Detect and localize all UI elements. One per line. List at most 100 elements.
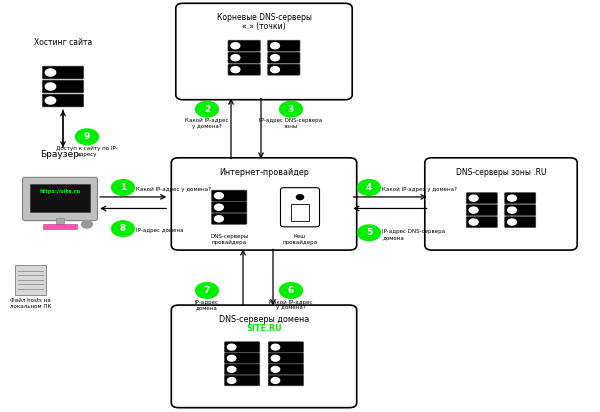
Text: Хостинг сайта: Хостинг сайта [34, 38, 92, 47]
Circle shape [231, 43, 240, 49]
FancyBboxPatch shape [228, 64, 260, 75]
Circle shape [227, 344, 236, 350]
FancyBboxPatch shape [224, 353, 260, 364]
FancyBboxPatch shape [466, 217, 497, 227]
FancyBboxPatch shape [176, 3, 352, 100]
FancyBboxPatch shape [268, 64, 300, 75]
Text: «.» (точки): «.» (точки) [242, 22, 286, 31]
Circle shape [196, 101, 218, 117]
Text: Интернет-провайдер: Интернет-провайдер [219, 168, 309, 177]
FancyBboxPatch shape [268, 40, 300, 52]
FancyBboxPatch shape [15, 265, 46, 295]
Text: Файл hosts на
локальном ПК: Файл hosts на локальном ПК [10, 298, 51, 309]
Text: IP-адрес DNS-сервера
зоны: IP-адрес DNS-сервера зоны [259, 118, 323, 129]
Circle shape [76, 129, 98, 145]
Circle shape [469, 219, 478, 225]
Text: 9: 9 [84, 132, 90, 141]
Circle shape [271, 344, 280, 350]
FancyBboxPatch shape [42, 94, 84, 107]
Circle shape [112, 221, 134, 236]
Text: Какой IP-адрес
у домена?: Какой IP-адрес у домена? [185, 118, 229, 129]
Circle shape [46, 69, 56, 76]
Circle shape [112, 180, 134, 195]
Circle shape [271, 355, 280, 361]
Circle shape [215, 204, 223, 210]
Circle shape [46, 97, 56, 104]
FancyBboxPatch shape [30, 184, 91, 213]
FancyBboxPatch shape [281, 188, 320, 227]
Circle shape [231, 67, 240, 73]
Circle shape [271, 55, 280, 61]
Circle shape [358, 225, 380, 241]
Circle shape [296, 195, 304, 200]
Circle shape [271, 67, 280, 73]
Circle shape [508, 195, 517, 201]
Circle shape [508, 219, 517, 225]
Text: DNS-серверы зоны .RU: DNS-серверы зоны .RU [456, 168, 546, 177]
FancyBboxPatch shape [212, 190, 247, 201]
Text: DNS-серверы домена: DNS-серверы домена [219, 315, 309, 324]
Text: IP-адрес
домена: IP-адрес домена [195, 300, 219, 310]
Text: 2: 2 [204, 105, 210, 114]
FancyBboxPatch shape [505, 217, 536, 227]
Bar [56, 218, 64, 225]
Circle shape [46, 83, 56, 90]
FancyBboxPatch shape [268, 364, 304, 375]
Text: Кеш
провайдера: Кеш провайдера [283, 234, 317, 245]
FancyBboxPatch shape [466, 204, 497, 216]
FancyBboxPatch shape [268, 52, 300, 63]
Circle shape [231, 55, 240, 61]
FancyBboxPatch shape [212, 213, 247, 224]
FancyBboxPatch shape [466, 192, 497, 204]
Text: 3: 3 [288, 105, 294, 114]
FancyBboxPatch shape [268, 342, 304, 353]
FancyBboxPatch shape [224, 342, 260, 353]
FancyBboxPatch shape [42, 66, 84, 79]
Text: 1: 1 [120, 183, 126, 192]
Circle shape [280, 101, 302, 117]
Text: 8: 8 [120, 224, 126, 233]
Text: 6: 6 [288, 286, 294, 295]
Text: Доступ к сайту по IP-
адресу: Доступ к сайту по IP- адресу [56, 146, 118, 157]
FancyBboxPatch shape [228, 52, 260, 63]
FancyBboxPatch shape [505, 192, 536, 204]
FancyBboxPatch shape [23, 177, 97, 221]
FancyBboxPatch shape [42, 80, 84, 93]
Circle shape [227, 377, 236, 384]
FancyBboxPatch shape [224, 364, 260, 375]
Text: SITE.RU: SITE.RU [246, 324, 282, 332]
Circle shape [271, 366, 280, 372]
Text: 4: 4 [366, 183, 372, 192]
FancyBboxPatch shape [505, 204, 536, 216]
FancyBboxPatch shape [291, 204, 309, 222]
Circle shape [469, 207, 478, 213]
Text: 5: 5 [366, 228, 372, 237]
Circle shape [358, 180, 380, 195]
Circle shape [215, 216, 223, 222]
Text: IP-адрес домена: IP-адрес домена [136, 228, 184, 233]
FancyBboxPatch shape [268, 353, 304, 364]
FancyBboxPatch shape [212, 202, 247, 213]
FancyBboxPatch shape [224, 375, 260, 386]
Circle shape [280, 283, 302, 298]
FancyBboxPatch shape [172, 305, 357, 408]
Circle shape [196, 283, 218, 298]
Text: 7: 7 [204, 286, 210, 295]
Text: Корневые DNS-серверы: Корневые DNS-серверы [217, 13, 311, 22]
Text: DNS-серверы
провайдера: DNS-серверы провайдера [210, 234, 248, 245]
Circle shape [469, 195, 478, 201]
Text: Какой IP-адрес у домена?: Какой IP-адрес у домена? [382, 187, 457, 192]
Circle shape [508, 207, 517, 213]
Circle shape [215, 193, 223, 199]
FancyBboxPatch shape [425, 158, 577, 250]
Circle shape [227, 366, 236, 372]
FancyBboxPatch shape [172, 158, 357, 250]
Text: https://site.ru: https://site.ru [40, 189, 80, 194]
FancyBboxPatch shape [228, 40, 260, 52]
Bar [43, 224, 77, 229]
Circle shape [227, 355, 236, 361]
Text: Браузер: Браузер [41, 150, 79, 159]
FancyBboxPatch shape [268, 375, 304, 386]
Circle shape [271, 43, 280, 49]
Circle shape [271, 377, 280, 384]
